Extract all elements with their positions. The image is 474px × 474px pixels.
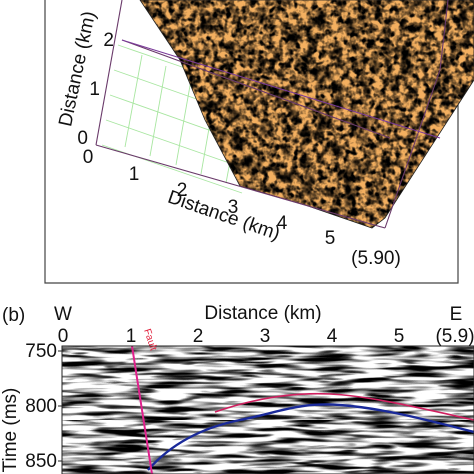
- panel-a-xtick-end: (5.90): [351, 248, 401, 269]
- panel-b-xtick-3: 3: [260, 326, 271, 347]
- seismic-section: [62, 346, 474, 474]
- panel-a: 0 1 2 Distance (km) 0 1 2 3 4 5 (5.90) D…: [44, 0, 474, 284]
- panel-b-east: E: [450, 304, 463, 325]
- panel-b-y-ticks: 750 800 850: [25, 341, 62, 472]
- panel-b-xtick-1: 1: [126, 326, 137, 347]
- panel-b-ytick-2: 850: [25, 451, 57, 472]
- panel-b-label: (b): [2, 305, 25, 326]
- panel-b-xtick-5: 5: [394, 326, 405, 347]
- horizon-line-upper: [214, 392, 474, 421]
- panel-a-xtick-2: 2: [177, 180, 188, 201]
- panel-b: (b) W E Distance (km) 0 1 2 3 4 5 (5.9) …: [0, 303, 474, 474]
- panel-a-xlabel: Distance (km): [165, 187, 283, 245]
- panel-b-ylabel: Time (ms): [0, 388, 21, 473]
- panel-b-ytick-0: 750: [25, 341, 57, 362]
- panel-b-xtick-4: 4: [327, 326, 338, 347]
- panel-a-xtick-3: 3: [228, 197, 239, 218]
- panel-b-xtick-end: (5.9): [435, 326, 474, 347]
- panel-b-x-ticks: 0 1 2 3 4 5 (5.9): [58, 326, 474, 347]
- panel-a-x-ticks: 0 1 2 3 4 5 (5.90): [83, 147, 401, 269]
- panel-a-ytick-2: 2: [103, 30, 114, 51]
- section-trace-line: [121, 39, 441, 139]
- panel-b-xlabel: Distance (km): [204, 303, 321, 324]
- panel-a-frame: [44, 0, 459, 284]
- panel-b-west: W: [54, 304, 72, 325]
- panel-a-xtick-5: 5: [325, 228, 336, 249]
- panel-b-xtick-0: 0: [58, 326, 69, 347]
- slice-outline: [139, 0, 474, 229]
- panel-b-ytick-1: 800: [25, 396, 57, 417]
- panel-b-xtick-2: 2: [193, 326, 204, 347]
- panel-a-ytick-0: 0: [77, 128, 88, 149]
- panel-a-xtick-1: 1: [129, 164, 140, 185]
- horizon-line: [147, 403, 474, 471]
- slice-box-lines: [95, 0, 449, 229]
- section-frame: [61, 345, 474, 474]
- panel-a-ylabel: Distance (km): [55, 9, 100, 128]
- panel-a-y-ticks: 0 1 2: [77, 30, 114, 149]
- fault-line: [131, 346, 153, 474]
- panel-a-ytick-1: 1: [89, 79, 100, 100]
- panel-a-xtick-0: 0: [83, 147, 94, 168]
- panel-a-xtick-4: 4: [277, 213, 288, 234]
